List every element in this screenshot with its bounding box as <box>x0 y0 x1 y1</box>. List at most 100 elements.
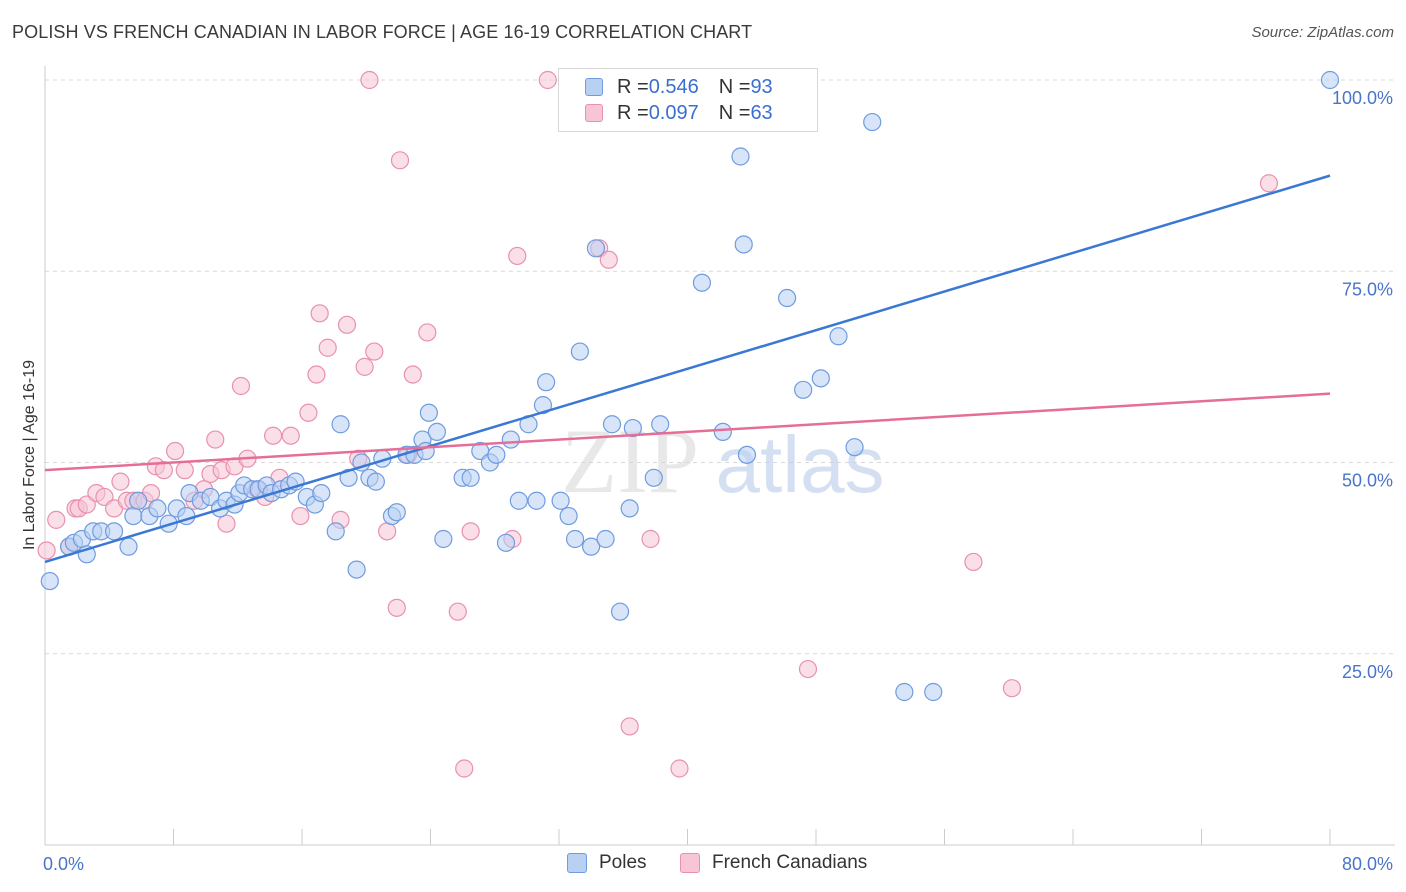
grid-lines <box>45 79 1395 655</box>
french-canadians-point <box>206 430 225 449</box>
poles-point <box>312 484 331 503</box>
poles-point <box>777 288 797 308</box>
french-canadians-point <box>111 472 130 491</box>
french-canadians-point <box>365 342 384 361</box>
poles-point <box>419 403 438 422</box>
french-n-value: 63 <box>750 101 773 124</box>
poles-point <box>501 430 520 449</box>
y-tick-label: 25.0% <box>1342 662 1393 682</box>
french-canadians-point <box>403 365 422 384</box>
french-canadians-point <box>281 426 300 445</box>
poles-n-value: 93 <box>750 75 773 98</box>
poles-point <box>533 396 553 415</box>
poles-point <box>119 537 138 556</box>
french-r-label: R = <box>617 101 649 124</box>
trend-lines <box>44 174 1331 564</box>
poles-point <box>924 682 943 702</box>
poles-point <box>347 560 366 579</box>
french-canadians-point <box>47 510 66 529</box>
poles-point <box>602 415 622 434</box>
french-canadians-point <box>798 659 818 679</box>
french-canadians-point <box>175 461 194 480</box>
french-canadians-point <box>461 522 480 541</box>
poles-n-label: N = <box>718 75 751 98</box>
x-tick-label-max: 80.0% <box>1342 854 1393 874</box>
poles-r-value: 0.546 <box>648 75 699 98</box>
poles-point <box>387 503 406 522</box>
poles-point <box>794 380 813 399</box>
poles-point <box>734 235 753 254</box>
poles-point <box>713 422 732 441</box>
poles-r-label: R = <box>617 75 649 98</box>
french-canadians-point <box>599 250 618 269</box>
french-canadians-point <box>263 426 283 445</box>
watermark-atlas: atlas <box>716 420 885 509</box>
poles-point <box>559 506 578 526</box>
poles-point <box>570 342 589 361</box>
poles-point <box>863 112 882 132</box>
y-tick-label: 50.0% <box>1342 471 1393 491</box>
french-canadians-point <box>448 602 467 621</box>
french-legend-swatch <box>680 853 700 873</box>
poles-point <box>565 529 585 549</box>
french-n-label: N = <box>718 101 751 124</box>
poles-legend-label: Poles <box>599 852 647 873</box>
french-canadians-point <box>1002 679 1022 698</box>
poles-point <box>331 415 350 434</box>
legend-row-poles: R = 0.546 N = 93 <box>585 74 773 100</box>
french-canadians-point <box>337 315 357 334</box>
poles-point <box>596 529 615 549</box>
poles-point <box>40 571 59 591</box>
french-canadians-point <box>620 717 639 736</box>
legend-row-french: R = 0.097 N = 63 <box>585 100 773 126</box>
french-canadians-point <box>217 514 236 533</box>
poles-point <box>339 468 358 487</box>
french-canadians-point <box>37 541 56 560</box>
x-tick-label-min: 0.0% <box>43 854 84 874</box>
poles-point <box>148 499 167 518</box>
poles-point <box>551 491 570 510</box>
french-canadians-point <box>166 441 185 461</box>
french-r-value: 0.097 <box>648 101 699 124</box>
french-canadians-point <box>291 506 310 526</box>
poles-swatch <box>585 78 603 96</box>
poles-point <box>527 491 546 510</box>
french-canadians-point <box>641 529 660 549</box>
poles-point <box>537 373 556 392</box>
french-canadians-point <box>355 357 374 376</box>
poles-point <box>104 522 124 541</box>
poles-point <box>623 418 642 438</box>
poles-trend-line <box>44 174 1331 564</box>
poles-point <box>731 147 750 166</box>
poles-point <box>124 506 143 526</box>
poles-point <box>427 422 447 441</box>
french-canadians-point <box>154 461 173 480</box>
poles-point <box>620 499 639 518</box>
french-canadians-point <box>964 552 983 572</box>
poles-point <box>326 522 345 541</box>
french-canadians-point <box>418 323 437 342</box>
french-canadians-point <box>670 759 689 778</box>
poles-point <box>692 273 712 292</box>
chart-title: POLISH VS FRENCH CANADIAN IN LABOR FORCE… <box>12 22 753 42</box>
legend-item-poles[interactable]: Poles <box>567 852 647 874</box>
poles-point <box>461 468 480 487</box>
french-legend-label: French Canadians <box>712 852 868 873</box>
french-canadians-point <box>390 151 410 170</box>
legend-item-french[interactable]: French Canadians <box>680 852 867 874</box>
poles-point <box>644 468 663 487</box>
poles-point <box>487 445 506 464</box>
poles-points <box>40 70 1340 702</box>
french-canadians-point <box>299 403 318 422</box>
poles-point <box>895 682 914 702</box>
poles-point <box>1320 70 1340 90</box>
poles-point <box>829 327 848 346</box>
french-swatch <box>585 104 603 122</box>
french-canadians-point <box>538 70 557 90</box>
poles-point <box>366 472 385 491</box>
y-axis-label: In Labor Force | Age 16-19 <box>21 360 38 550</box>
poles-point <box>496 533 516 552</box>
poles-point <box>509 491 528 510</box>
poles-point <box>434 529 453 549</box>
